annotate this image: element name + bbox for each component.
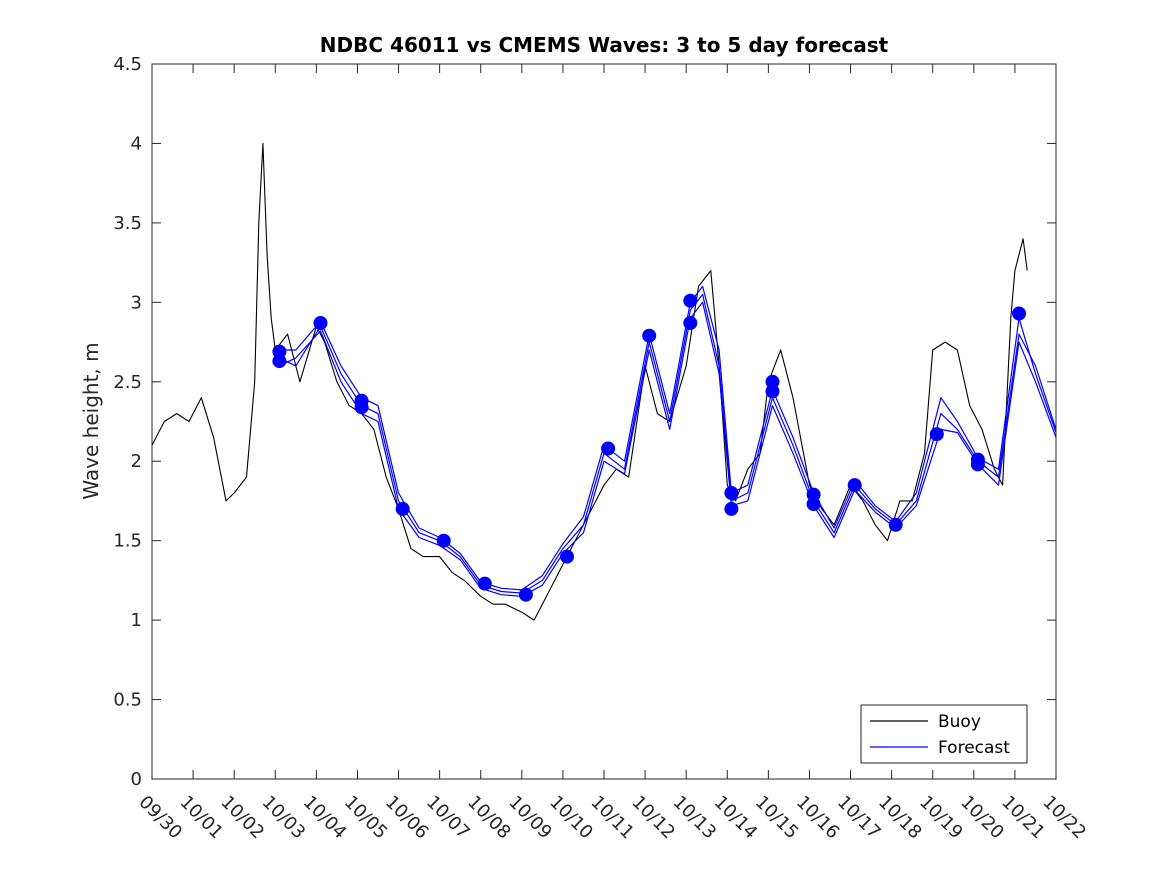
- forecast-marker: [806, 497, 821, 512]
- x-tick-label: 10/07: [422, 792, 474, 844]
- forecast-marker: [765, 384, 780, 399]
- forecast-marker: [272, 354, 287, 369]
- y-tick-label: 4: [131, 133, 142, 154]
- x-tick-label: 10/19: [915, 792, 967, 844]
- legend-buoy-label: Buoy: [938, 712, 981, 732]
- x-tick-label: 10/01: [176, 792, 228, 844]
- x-tick-label: 10/08: [463, 792, 515, 844]
- x-tick-label: 10/10: [545, 792, 597, 844]
- forecast-marker: [560, 549, 574, 564]
- forecast-marker: [642, 328, 657, 343]
- forecast-marker: [724, 486, 739, 500]
- forecast-marker: [477, 576, 492, 591]
- legend-box: [860, 704, 1028, 764]
- data-layer: [151, 142, 1057, 621]
- y-tick-label: 1.5: [113, 531, 142, 552]
- x-tick-label: 09/30: [134, 792, 186, 844]
- forecast-marker: [847, 478, 862, 493]
- x-tick-label: 10/05: [340, 792, 392, 844]
- forecast-marker: [601, 441, 616, 456]
- x-tick-label: 10/21: [997, 792, 1049, 844]
- x-tick-label: 10/02: [217, 792, 269, 844]
- y-tick-label: 4.5: [113, 54, 142, 75]
- y-tick-label: 0.5: [113, 690, 142, 711]
- forecast-marker: [970, 457, 985, 472]
- y-tick-label: 3.5: [113, 213, 142, 234]
- forecast-marker: [929, 427, 944, 442]
- x-tick-label: 10/03: [258, 792, 310, 844]
- x-tick-label: 10/14: [710, 792, 762, 844]
- x-tick-label: 10/04: [299, 792, 351, 844]
- x-tick-label: 10/22: [1038, 792, 1090, 844]
- chart-title: NDBC 46011 vs CMEMS Waves: 3 to 5 day fo…: [320, 33, 889, 57]
- x-tick-label: 10/12: [628, 792, 680, 844]
- y-axis-label: Wave height, m: [79, 342, 103, 499]
- forecast-marker: [354, 400, 369, 415]
- forecast-marker: [888, 517, 903, 532]
- forecast-marker: [518, 587, 533, 602]
- x-tick-label: 10/13: [669, 792, 721, 844]
- x-tick-label: 10/09: [504, 792, 556, 844]
- x-tick-label: 10/15: [751, 792, 803, 844]
- y-tick-label: 2.5: [113, 372, 142, 393]
- x-tick-label: 10/11: [586, 792, 638, 844]
- y-tick-label: 1: [131, 610, 142, 631]
- forecast-marker: [395, 501, 410, 516]
- y-tick-label: 0: [131, 769, 142, 790]
- x-tick-label: 10/16: [792, 792, 844, 844]
- y-tick-label: 3: [131, 292, 142, 313]
- legend-forecast-label: Forecast: [938, 738, 1010, 758]
- x-tick-label: 10/18: [874, 792, 926, 844]
- forecast-marker: [683, 316, 698, 330]
- plot-area: [152, 64, 1056, 779]
- forecast-marker: [436, 533, 451, 548]
- legend: Buoy Forecast: [860, 704, 1028, 764]
- x-tick-label: 10/20: [956, 792, 1008, 844]
- forecast-marker: [724, 501, 739, 516]
- x-tick-label: 10/17: [833, 792, 885, 844]
- y-tick-label: 2: [131, 451, 142, 472]
- forecast-marker: [1012, 306, 1026, 321]
- forecast-line-3: [279, 301, 1057, 597]
- x-tick-label: 10/06: [381, 792, 433, 844]
- forecast-line-1: [279, 293, 1057, 594]
- forecast-marker: [683, 293, 698, 308]
- forecast-marker: [313, 316, 328, 330]
